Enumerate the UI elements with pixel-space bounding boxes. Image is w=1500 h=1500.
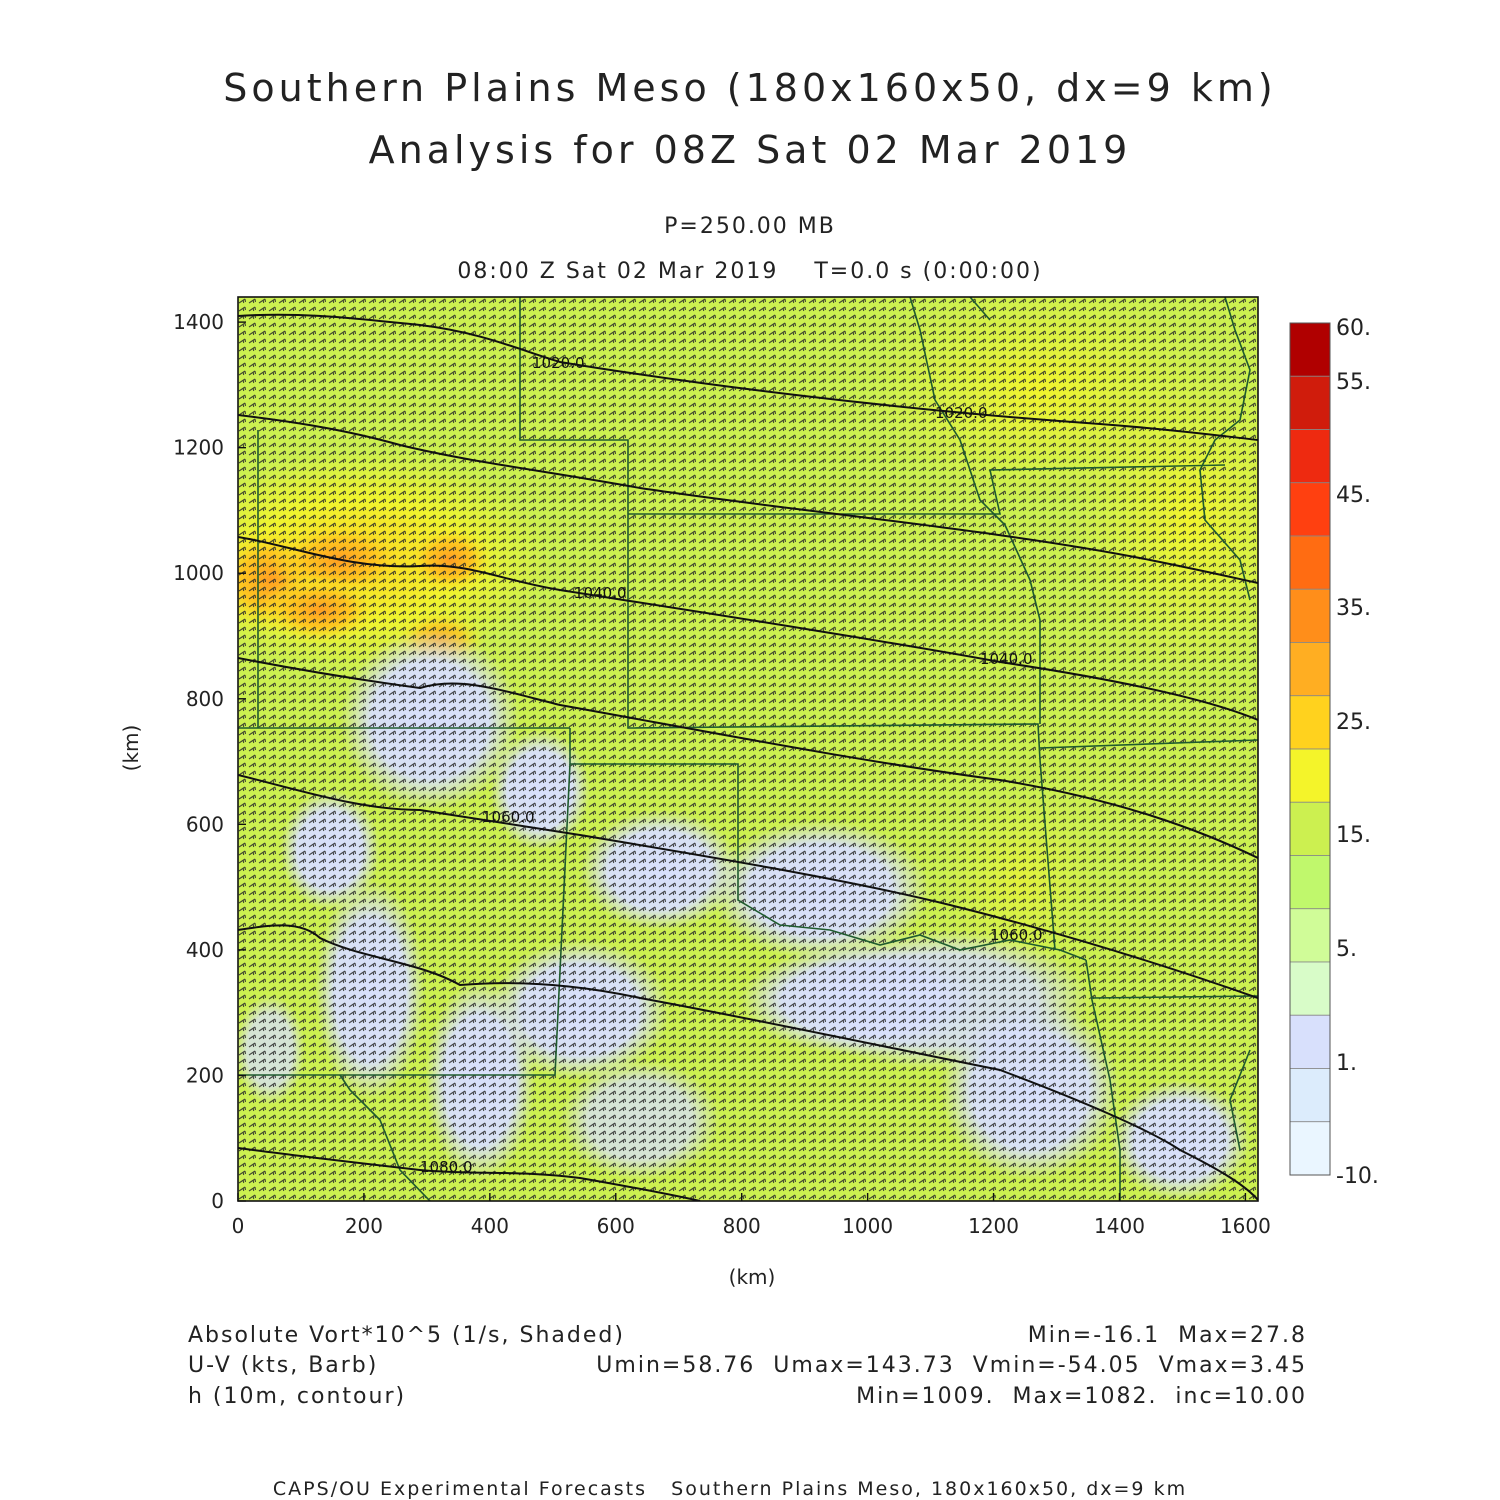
- title-line-1: Southern Plains Meso (180x160x50, dx=9 k…: [223, 66, 1277, 110]
- y-tick-label: 1200: [173, 436, 224, 460]
- x-tick-label: 1400: [1094, 1214, 1145, 1238]
- y-tick-label: 200: [186, 1063, 224, 1087]
- y-tick-label: 800: [186, 687, 224, 711]
- x-axis-label: (km): [729, 1265, 776, 1289]
- x-tick-label: 800: [723, 1214, 761, 1238]
- colorbar-label: 1.: [1336, 1051, 1357, 1076]
- colorbar-swatch: [1289, 588, 1331, 643]
- y-tick-label: 1000: [173, 561, 224, 585]
- colorbar-label: 5.: [1336, 937, 1357, 962]
- colorbar-swatch: [1289, 1014, 1331, 1069]
- x-tick-label: 1600: [1220, 1214, 1271, 1238]
- colorbar-label: 35.: [1336, 596, 1371, 621]
- colorbar-swatch: [1289, 322, 1331, 377]
- y-tick-label: 1400: [173, 310, 224, 334]
- colorbar-swatch: [1289, 375, 1331, 430]
- legend-wind: U-V (kts, Barb): [188, 1353, 379, 1378]
- colorbar-label: 60.: [1336, 316, 1371, 341]
- state-borders: [238, 297, 1258, 1201]
- map-plot: 1020.0 1020.0 1040.0 1040.0 1060.0 1060.…: [119, 296, 1379, 1289]
- plot-frame: [237, 296, 1259, 1202]
- y-axis-label: (km): [119, 725, 143, 772]
- wind-barbs: [238, 297, 1258, 1201]
- contour-label: 1060.0: [990, 926, 1043, 944]
- legend-wind-range: Umin=58.76 Umax=143.73 Vmin=-54.05 Vmax=…: [596, 1353, 1307, 1378]
- footer-credit: CAPS/OU Experimental Forecasts Southern …: [272, 1478, 1188, 1500]
- x-axis: 0 200 400 600 800 1000 1200 1400 1600: [232, 1193, 1271, 1238]
- x-tick-label: 1000: [842, 1214, 893, 1238]
- colorbar-label: 15.: [1336, 823, 1371, 848]
- contour-label: 1020.0: [935, 404, 988, 422]
- x-tick-label: 200: [345, 1214, 383, 1238]
- colorbar-swatch: [1289, 748, 1331, 803]
- colorbar-swatch: [1289, 908, 1331, 963]
- valid-time: 08:00 Z Sat 02 Mar 2019 T=0.0 s (0:00:00…: [457, 259, 1043, 284]
- legend-vorticity: Absolute Vort*10^5 (1/s, Shaded): [188, 1323, 625, 1348]
- height-contours: [238, 313, 1258, 1201]
- colorbar-swatch: [1289, 482, 1331, 537]
- colorbar-swatch: [1289, 855, 1331, 910]
- x-tick-label: 1200: [968, 1214, 1019, 1238]
- contour-labels: 1020.0 1020.0 1040.0 1040.0 1060.0 1060.…: [420, 354, 1043, 1176]
- x-tick-label: 600: [597, 1214, 635, 1238]
- colorbar-swatch: [1289, 801, 1331, 856]
- legend-height: h (10m, contour): [188, 1384, 407, 1409]
- colorbar-swatch: [1289, 1121, 1331, 1176]
- colorbar-label: 45.: [1336, 483, 1371, 508]
- contour-label: 1040.0: [980, 650, 1033, 668]
- colorbar-label: -10.: [1336, 1164, 1379, 1189]
- x-tick-label: 400: [471, 1214, 509, 1238]
- colorbar-swatch: [1289, 429, 1331, 484]
- y-axis: 0 200 400 600 800 1000 1200 1400: [173, 310, 246, 1213]
- colorbar-swatch: [1289, 535, 1331, 590]
- title-line-2: Analysis for 08Z Sat 02 Mar 2019: [368, 128, 1132, 172]
- y-tick-label: 0: [211, 1189, 224, 1213]
- colorbar: 60. 55. 45. 35. 25. 15. 5. 1. -10.: [1289, 316, 1379, 1189]
- colorbar-label: 55.: [1336, 370, 1371, 395]
- contour-label: 1080.0: [420, 1158, 473, 1176]
- y-tick-label: 400: [186, 938, 224, 962]
- legend-vorticity-range: Min=-16.1 Max=27.8: [1027, 1323, 1307, 1348]
- colorbar-swatch: [1289, 961, 1331, 1016]
- contour-label: 1060.0: [482, 808, 535, 826]
- pressure-level: P=250.00 MB: [664, 214, 836, 239]
- contour-label: 1020.0: [532, 354, 585, 372]
- colorbar-swatch: [1289, 642, 1331, 697]
- x-tick-label: 0: [232, 1214, 245, 1238]
- colorbar-swatch: [1289, 1068, 1331, 1123]
- contour-label: 1040.0: [574, 584, 627, 602]
- colorbar-swatch: [1289, 695, 1331, 750]
- y-tick-label: 600: [186, 812, 224, 836]
- colorbar-label: 25.: [1336, 710, 1371, 735]
- legend-height-range: Min=1009. Max=1082. inc=10.00: [856, 1384, 1307, 1409]
